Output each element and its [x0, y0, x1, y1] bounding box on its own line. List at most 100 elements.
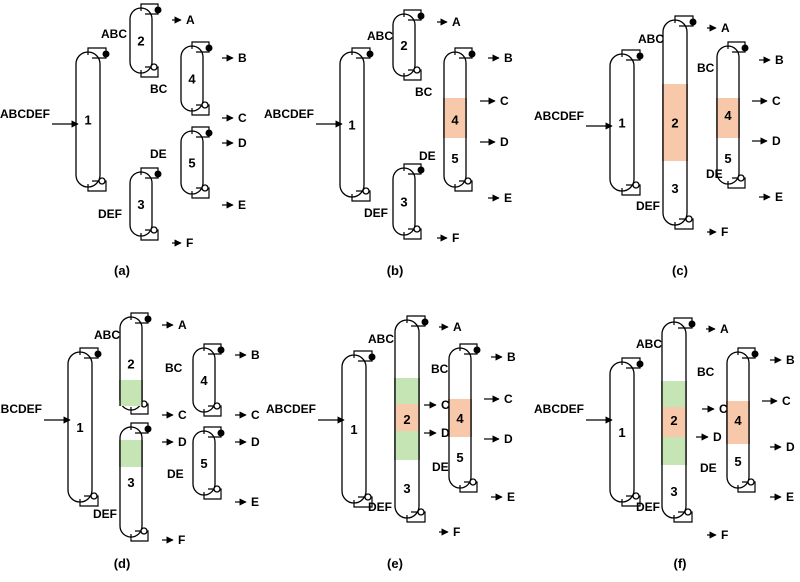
stream-label: ABC [101, 27, 127, 41]
product-label: A [452, 15, 461, 29]
product-label: C [772, 94, 781, 108]
condenser-icon [468, 50, 476, 58]
side-draw-zone [120, 440, 142, 467]
product-label: C [178, 408, 187, 422]
condenser-icon [636, 360, 644, 368]
stream-label: ABCDEF [0, 107, 50, 121]
product-label: B [504, 51, 513, 65]
column-label: 3 [137, 197, 144, 212]
column-label: 5 [456, 450, 463, 465]
column-label: 4 [734, 413, 742, 428]
stream-label: DEF [368, 500, 392, 514]
product-label: B [251, 348, 260, 362]
heat-integrated-zone [662, 407, 686, 437]
product-label: C [441, 398, 450, 412]
stream-label: DEF [98, 207, 122, 221]
reboiler-icon [140, 527, 148, 535]
product-label: F [721, 225, 728, 239]
caption-a: (a) [114, 263, 130, 278]
condenser-icon [751, 350, 759, 358]
product-label: D [238, 136, 247, 150]
column-label: 5 [188, 156, 195, 171]
reboiler-icon [737, 174, 745, 182]
column-label: 4 [200, 373, 208, 388]
stream-label: ABCDEF [0, 402, 42, 416]
condenser-loop [130, 312, 149, 324]
condenser-loop [621, 357, 641, 369]
column-label: 2 [671, 116, 678, 131]
product-label: A [453, 320, 462, 334]
condenser-icon [217, 429, 225, 437]
product-label: A [720, 322, 729, 336]
product-label: D [251, 435, 260, 449]
condenser-icon [366, 50, 374, 58]
stream-label: DE [706, 167, 723, 181]
product-label: D [504, 432, 513, 446]
stream-label: BC [150, 82, 168, 96]
product-label: B [786, 353, 795, 367]
condenser-loop [673, 317, 693, 329]
column-label: 2 [403, 412, 410, 427]
product-label: F [721, 528, 728, 542]
product-label: E [786, 490, 794, 504]
heat-integrated-zone [449, 399, 471, 437]
condenser-loop [459, 343, 478, 355]
product-label: D [500, 135, 509, 149]
condenser-icon [205, 129, 213, 137]
heat-integrated-zone [717, 98, 739, 138]
column-label: 1 [350, 422, 357, 437]
stream-label: ABC [367, 29, 393, 43]
column-label: 5 [451, 151, 458, 166]
reboiler-icon [213, 402, 221, 410]
column-label: 4 [188, 72, 196, 87]
caption-c: (c) [672, 263, 688, 278]
stream-label: DE [432, 460, 449, 474]
column-label: 2 [400, 38, 407, 53]
stream-label: ABC [638, 32, 664, 46]
stream-label: BC [697, 365, 715, 379]
reboiler-icon [364, 493, 372, 501]
column-label: 1 [76, 420, 83, 435]
product-label: F [453, 525, 460, 539]
column-label: 3 [671, 181, 678, 196]
condenser-icon [473, 346, 481, 354]
condenser-icon [421, 318, 429, 326]
condenser-loop [140, 3, 159, 15]
column-label: 5 [200, 456, 207, 471]
reboiler-icon [150, 226, 158, 234]
product-label: F [178, 533, 185, 547]
column-label: 3 [127, 475, 134, 490]
condenser-icon [689, 18, 697, 26]
condenser-icon [144, 315, 152, 323]
product-label: E [504, 191, 512, 205]
stream-label: ABC [368, 332, 394, 346]
reboiler-icon [201, 101, 209, 109]
condenser-loop [454, 47, 473, 59]
product-label: A [178, 318, 187, 332]
stream-label: DEF [364, 206, 388, 220]
product-label: C [504, 392, 513, 406]
condenser-loop [130, 422, 149, 434]
stream-label: DE [167, 467, 184, 481]
side-draw-zone [395, 431, 419, 460]
reboiler-icon [685, 215, 693, 223]
stream-label: ABCDEF [266, 402, 316, 416]
condenser-icon [368, 353, 376, 361]
condenser-loop [191, 41, 210, 53]
condenser-loop [353, 350, 373, 362]
caption-f: (f) [674, 556, 687, 571]
product-label: B [238, 51, 247, 65]
condenser-loop [203, 343, 222, 355]
product-label: D [441, 426, 450, 440]
column-label: 3 [670, 484, 677, 499]
reboiler-icon [201, 184, 209, 192]
product-label: A [186, 13, 195, 27]
product-label: F [452, 231, 459, 245]
condenser-icon [417, 12, 425, 20]
reboiler-icon [362, 187, 370, 195]
column-label: 4 [724, 108, 732, 123]
